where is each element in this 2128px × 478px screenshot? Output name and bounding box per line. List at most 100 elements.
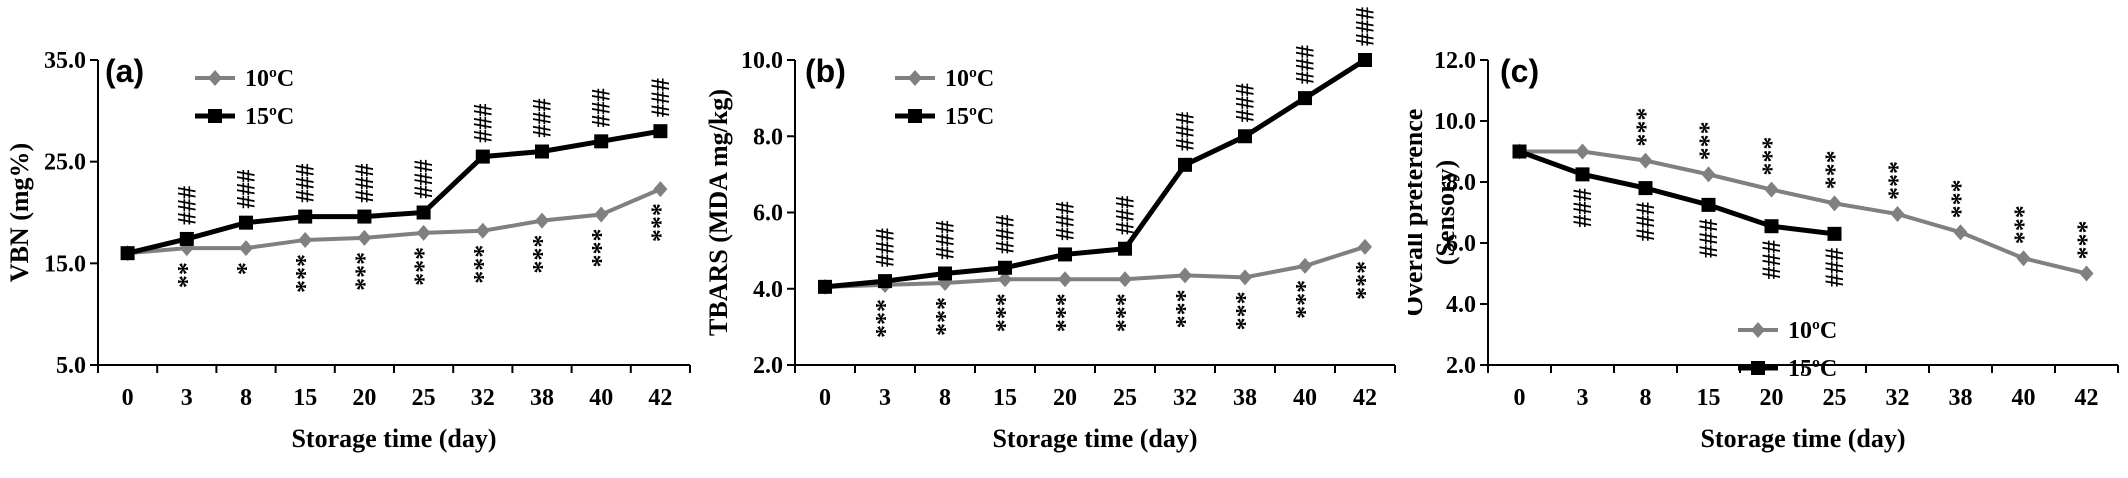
y-tick-label: 10.0 (741, 48, 783, 74)
x-tick-label: 32 (1886, 385, 1910, 411)
data-point (1701, 166, 1716, 183)
data-point (416, 205, 431, 220)
significance-mark: * (232, 262, 261, 275)
panel-label: (c) (1500, 53, 1539, 89)
x-tick-label: 3 (1577, 385, 1589, 411)
significance-mark: *** (587, 229, 616, 268)
significance-mark: ### (1631, 202, 1660, 241)
panel-label: (b) (805, 53, 846, 89)
series-line-2 (1518, 149, 1835, 237)
data-point (1764, 219, 1779, 234)
data-point (1058, 271, 1072, 288)
significance-mark: *** (931, 297, 960, 336)
significance-mark: ### (409, 160, 438, 199)
significance-mark: ### (528, 99, 557, 138)
x-axis-title: Storage time (day) (992, 424, 1197, 453)
legend-label: 15ºC (245, 104, 294, 130)
data-point (878, 274, 892, 289)
data-point (1953, 224, 1968, 241)
data-point (653, 124, 668, 139)
x-tick-label: 32 (1173, 385, 1197, 411)
significance-mark: *** (2072, 221, 2101, 260)
y-tick-label: 4.0 (1446, 292, 1476, 318)
significance-mark: *** (1883, 161, 1912, 200)
legend-label: 10ºC (945, 66, 994, 92)
legend-label: 10ºC (1788, 318, 1837, 344)
data-point (298, 231, 313, 248)
data-point (239, 215, 253, 230)
x-tick-label: 38 (530, 385, 554, 411)
data-point (1238, 129, 1252, 144)
significance-mark: ### (1231, 83, 1260, 122)
data-point (998, 260, 1012, 275)
x-tick-label: 0 (819, 385, 831, 411)
y-axis-title: VBN (mg%) (5, 143, 34, 282)
legend-marker (208, 70, 222, 86)
data-point (1638, 181, 1653, 196)
significance-mark: ### (1757, 240, 1786, 279)
y-axis-title: TBARS (MDA mg/kg) (705, 89, 733, 336)
significance-mark: ### (1568, 188, 1597, 227)
x-tick-label: 40 (1293, 385, 1317, 411)
series-line-1 (127, 187, 662, 256)
significance-mark: ### (1694, 219, 1723, 258)
x-tick-label: 8 (1640, 385, 1652, 411)
legend-label: 10ºC (245, 66, 294, 92)
significance-mark: ### (991, 215, 1020, 254)
data-point (1238, 269, 1252, 286)
significance-mark: *** (1631, 108, 1660, 147)
significance-mark: *** (1291, 280, 1320, 319)
data-point (1358, 53, 1372, 67)
significance-mark: ### (172, 186, 201, 225)
data-point (239, 240, 253, 257)
y-tick-label: 2.0 (753, 353, 783, 379)
data-point (416, 224, 431, 241)
significance-mark: ### (1291, 45, 1320, 84)
panel-label: (a) (105, 53, 144, 89)
data-point (1358, 238, 1372, 255)
y-tick-label: 2.0 (1446, 353, 1476, 379)
data-point (179, 231, 194, 246)
data-point (475, 222, 490, 239)
data-point (1827, 226, 1842, 241)
x-tick-label: 32 (471, 385, 495, 411)
y-tick-label: 8.0 (753, 124, 783, 150)
significance-mark: *** (1351, 261, 1380, 300)
legend-label: 15ºC (945, 104, 994, 130)
significance-mark: *** (2009, 205, 2038, 244)
data-point (535, 212, 549, 229)
data-point (1701, 197, 1716, 212)
x-tick-label: 42 (2075, 385, 2099, 411)
significance-mark: *** (1051, 293, 1080, 332)
data-point (2079, 265, 2094, 282)
data-point (1058, 247, 1072, 262)
data-point (475, 149, 490, 164)
legend-marker (1751, 361, 1765, 375)
x-tick-label: 3 (181, 385, 193, 411)
y-tick-label: 35.0 (44, 48, 86, 74)
data-point (1298, 257, 1312, 274)
data-point (1118, 241, 1132, 256)
x-tick-label: 20 (352, 385, 376, 411)
data-point (594, 134, 609, 149)
data-point (1178, 267, 1192, 284)
significance-mark: ** (172, 262, 201, 288)
x-tick-label: 0 (122, 385, 134, 411)
x-tick-label: 15 (293, 385, 317, 411)
data-point (298, 209, 313, 224)
y-tick-label: 6.0 (753, 201, 783, 227)
data-point (1298, 91, 1312, 106)
significance-mark: ### (232, 170, 261, 209)
legend-marker (208, 109, 222, 123)
significance-mark: *** (1694, 121, 1723, 160)
data-point (1890, 206, 1905, 223)
y-tick-label: 6.0 (1446, 231, 1476, 257)
chart-panel-c: 2.04.06.08.010.012.00 3 8 15 20 25 32 38 40 42Sto… (1408, 48, 2119, 453)
legend-label: 15ºC (1788, 356, 1837, 382)
x-axis-title: Storage time (day) (291, 424, 496, 453)
x-tick-label: 15 (993, 385, 1017, 411)
y-tick-label: 12.0 (1434, 48, 1476, 74)
significance-mark: ### (587, 88, 616, 127)
y-axis-title: Overall preference (Sensory) (1408, 109, 1460, 317)
data-point (653, 181, 668, 198)
